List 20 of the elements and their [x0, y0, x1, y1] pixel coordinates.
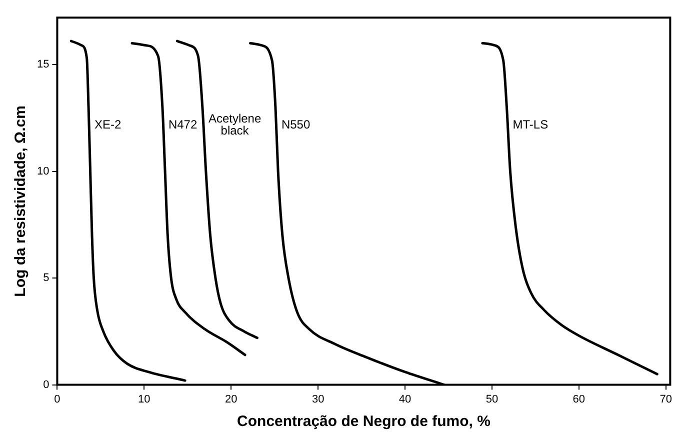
x-tick-label: 60 [572, 393, 586, 406]
x-tick-label: 70 [660, 393, 672, 406]
y-tick-label: 15 [36, 58, 50, 71]
y-tick-label: 0 [43, 378, 50, 391]
x-axis-title: Concentração de Negro de fumo, % [237, 413, 490, 430]
y-tick-label: 5 [43, 272, 50, 284]
x-tick-label: 0 [54, 393, 60, 406]
x-tick-label: 20 [225, 393, 238, 406]
series-label: MT-LS [512, 118, 548, 132]
x-tick-label: 40 [398, 393, 412, 406]
x-tick-label: 50 [486, 393, 498, 406]
x-tick-label: 10 [138, 393, 150, 406]
series-label: N550 [281, 118, 310, 132]
series-label: XE-2 [94, 118, 122, 132]
series-label: N472 [168, 118, 198, 132]
y-tick-label: 10 [36, 165, 50, 178]
line-series [481, 42, 658, 376]
series-label: Acetylene black [208, 112, 262, 138]
x-tick-label: 30 [312, 393, 324, 406]
y-axis-title: Log da resistividade, Ω.cm [12, 106, 30, 297]
